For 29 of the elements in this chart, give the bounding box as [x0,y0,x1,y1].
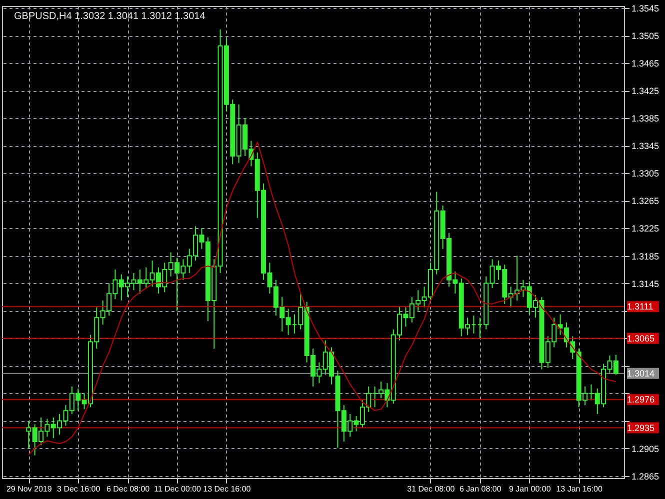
y-tick-label: 1.3385 [632,114,660,124]
chart-title: GBPUSD,H4 1.3032 1.3041 1.3012 1.3014 [14,11,206,22]
ref-line-label: 1.2935 [627,422,655,433]
y-tick-label: 1.3545 [632,4,660,14]
x-tick-label: 31 Dec 08:00 [407,484,456,494]
y-tick-label: 1.3225 [632,224,660,234]
x-tick-label: 3 Dec 16:00 [57,484,101,494]
y-tick-label: 1.3505 [632,31,660,42]
x-tick-label: 29 Nov 2019 [6,484,52,494]
x-tick-label: 6 Dec 08:00 [106,484,150,494]
ref-line-label: 1.3014 [627,368,655,378]
ref-line-label: 1.3065 [627,333,655,344]
y-tick-label: 1.3465 [632,58,660,69]
y-tick-label: 1.3265 [632,196,660,206]
y-tick-label: 1.3425 [632,86,660,96]
line-series [28,142,616,456]
y-tick-label: 1.3145 [632,278,660,289]
x-tick-label: 13 Jan 16:00 [556,484,603,494]
x-tick-label: 9 Jan 00:00 [508,484,552,494]
y-tick-label: 1.3345 [632,141,660,152]
ref-line-label: 1.3111 [627,302,654,312]
x-tick-label: 13 Dec 16:00 [203,484,252,494]
ref-line-label: 1.2976 [627,394,655,405]
x-tick-label: 11 Dec 00:00 [154,484,202,494]
y-tick-label: 1.2865 [632,471,660,482]
y-tick-label: 1.2905 [632,444,660,454]
x-tick-label: 6 Jan 08:00 [460,484,502,494]
y-tick-label: 1.3185 [632,251,660,262]
y-tick-label: 1.3305 [632,168,660,179]
